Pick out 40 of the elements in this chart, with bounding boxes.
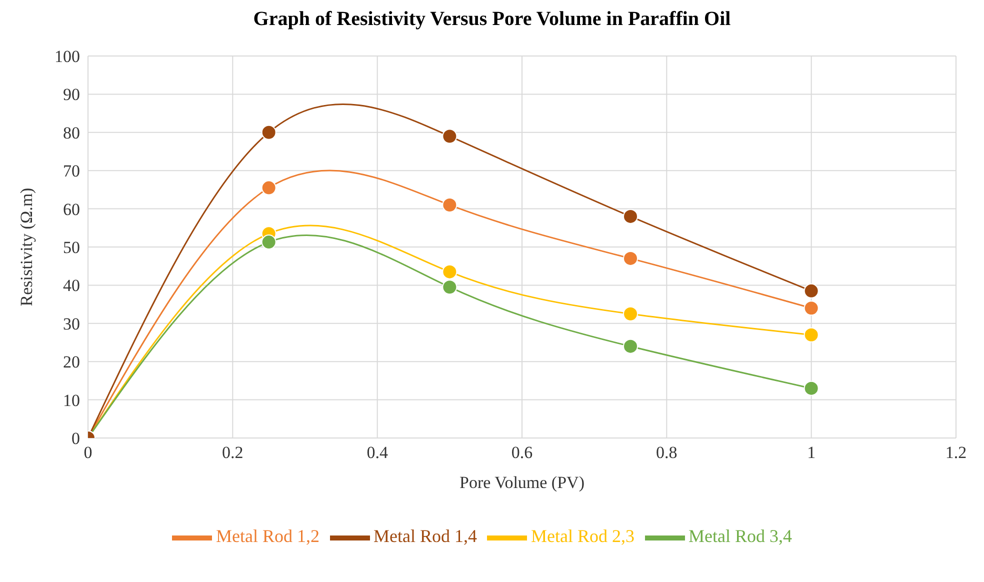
- point: [442, 280, 458, 295]
- point: [261, 180, 276, 196]
- point: [623, 306, 638, 322]
- point: [623, 250, 638, 266]
- legend-label: Metal Rod 1,4: [374, 526, 477, 546]
- point: [261, 234, 276, 250]
- y-tick-label: 90: [63, 85, 80, 104]
- x-tick-label: 0.6: [511, 443, 533, 462]
- point: [261, 124, 276, 140]
- point: [804, 300, 819, 316]
- x-axis-title: Pore Volume (PV): [460, 473, 584, 492]
- y-tick-label: 60: [63, 200, 80, 219]
- y-tick-label: 50: [63, 238, 80, 258]
- y-tick-label: 40: [63, 276, 80, 296]
- y-tick-label: 70: [63, 162, 80, 181]
- point: [804, 380, 819, 396]
- x-tick-label: 1.2: [945, 443, 967, 462]
- x-tick-label: 0.4: [366, 443, 388, 462]
- x-tick-label: 0.8: [656, 443, 678, 462]
- y-tick-label: 10: [63, 390, 80, 410]
- y-tick-label: 100: [54, 47, 80, 66]
- y-tick-label: 0: [72, 429, 80, 448]
- legend-label: Metal Rod 2,3: [531, 526, 634, 546]
- y-tick-label: 30: [63, 314, 80, 334]
- chart-title: Graph of Resistivity Versus Pore Volume in Paraffin Oil: [252, 8, 732, 32]
- point: [804, 283, 819, 298]
- point: [623, 338, 638, 354]
- point: [442, 264, 458, 280]
- y-axis-title: Resistivity (Ω.m): [17, 188, 36, 306]
- x-tick-label: 0: [84, 443, 92, 462]
- legend-label: Metal Rod 3,4: [688, 526, 792, 546]
- y-tick-label: 20: [63, 352, 80, 372]
- point: [623, 208, 638, 224]
- point: [804, 327, 819, 342]
- y-tick-label: 80: [63, 123, 80, 142]
- point: [442, 197, 458, 212]
- point: [442, 128, 458, 144]
- x-tick-label: 1: [807, 443, 816, 462]
- x-tick-label: 0.2: [222, 443, 244, 462]
- legend-label: Metal Rod 1,2: [216, 526, 320, 546]
